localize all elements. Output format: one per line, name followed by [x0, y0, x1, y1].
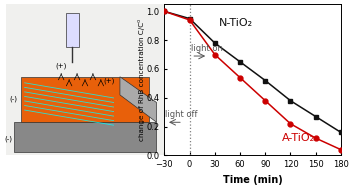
Polygon shape: [120, 77, 156, 122]
Polygon shape: [22, 77, 149, 122]
Polygon shape: [13, 122, 156, 152]
Text: N-TiO₂: N-TiO₂: [219, 18, 253, 28]
Text: (-): (-): [5, 135, 13, 142]
Text: light off: light off: [165, 110, 198, 119]
Text: A-TiO₂: A-TiO₂: [282, 133, 315, 143]
Text: light on: light on: [191, 44, 223, 53]
Text: (+): (+): [103, 78, 114, 84]
Text: (-): (-): [10, 96, 18, 102]
Text: (+): (+): [55, 63, 67, 69]
Bar: [66, 13, 79, 46]
Y-axis label: change of RhB concentration C/C⁰: change of RhB concentration C/C⁰: [138, 19, 145, 141]
X-axis label: Time (min): Time (min): [223, 175, 282, 185]
